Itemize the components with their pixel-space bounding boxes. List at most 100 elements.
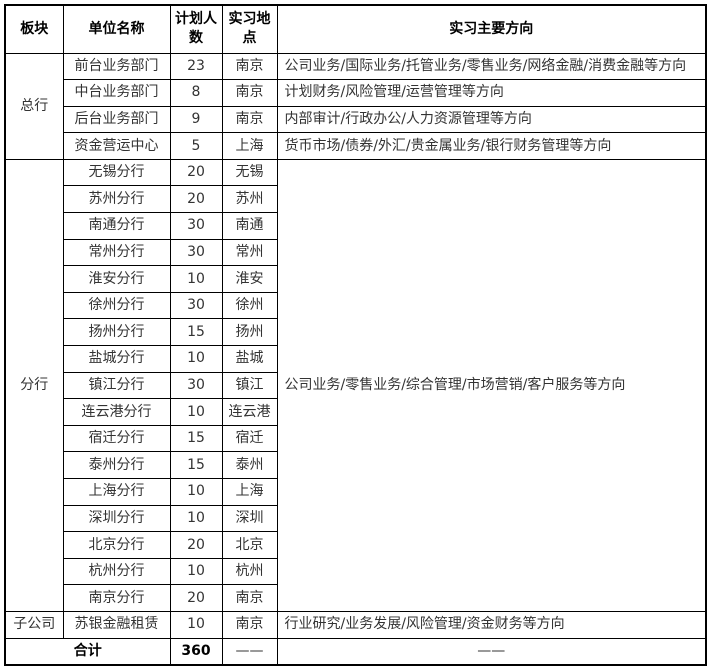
unit-cell: 徐州分行	[62, 291, 171, 320]
header-location: 实习地点	[221, 4, 278, 54]
unit-cell: 杭州分行	[62, 557, 171, 586]
count-cell: 5	[169, 132, 223, 160]
unit-cell: 镇江分行	[62, 371, 171, 400]
total-direction-cell: ——	[276, 637, 707, 666]
header-row: 板块 单位名称 计划人数 实习地点 实习主要方向	[4, 4, 707, 54]
unit-cell: 连云港分行	[62, 398, 171, 426]
table-row: 宿迁分行 15 宿迁	[5, 424, 706, 453]
count-cell: 10	[169, 398, 223, 426]
location-cell: 南京	[221, 79, 278, 107]
unit-cell: 常州分行	[62, 238, 171, 267]
unit-cell: 无锡分行	[62, 158, 171, 187]
count-cell: 10	[169, 478, 223, 506]
table-row: 盐城分行 10 盐城	[5, 345, 706, 373]
location-cell: 北京	[221, 531, 278, 559]
table-row: 杭州分行 10 杭州	[5, 557, 706, 586]
location-cell: 南京	[221, 105, 278, 134]
location-cell: 南京	[221, 610, 278, 639]
unit-cell: 深圳分行	[62, 504, 171, 533]
count-cell: 15	[169, 318, 223, 347]
table-row: 连云港分行 10 连云港	[5, 398, 706, 426]
unit-cell: 苏州分行	[62, 185, 171, 214]
location-cell: 苏州	[221, 185, 278, 214]
count-cell: 10	[169, 265, 223, 293]
count-cell: 20	[169, 158, 223, 187]
count-cell: 20	[169, 584, 223, 612]
table-row: 后台业务部门 9 南京 内部审计/行政办公/人力资源管理等方向	[5, 105, 707, 134]
total-location-cell: ——	[221, 637, 278, 666]
total-row: 合计 360 —— ——	[4, 637, 707, 666]
unit-cell: 前台业务部门	[62, 52, 171, 81]
location-cell: 无锡	[221, 158, 278, 187]
location-cell: 常州	[221, 238, 278, 267]
table-row: 苏州分行 20 苏州	[5, 185, 706, 214]
count-cell: 30	[169, 212, 223, 240]
location-cell: 泰州	[221, 451, 278, 479]
count-cell: 9	[169, 105, 223, 134]
unit-cell: 苏银金融租赁	[62, 610, 171, 639]
unit-cell: 上海分行	[62, 478, 171, 506]
count-cell: 10	[169, 504, 223, 533]
table-row: 南京分行 20 南京	[5, 584, 706, 612]
location-cell: 上海	[221, 478, 278, 506]
location-cell: 深圳	[221, 504, 278, 533]
table-row: 常州分行 30 常州	[5, 238, 706, 267]
table-row: 中台业务部门 8 南京 计划财务/风险管理/运营管理等方向	[5, 79, 707, 107]
internship-plan-table: 板块 单位名称 计划人数 实习地点 实习主要方向 总行 前台业务部门 23 南京…	[4, 4, 707, 666]
location-cell: 上海	[221, 132, 278, 160]
unit-cell: 扬州分行	[62, 318, 171, 347]
table-row: 子公司 苏银金融租赁 10 南京 行业研究/业务发展/风险管理/资金财务等方向	[4, 610, 707, 639]
location-cell: 扬州	[221, 318, 278, 347]
count-cell: 8	[169, 79, 223, 107]
count-cell: 10	[169, 345, 223, 373]
location-cell: 盐城	[221, 345, 278, 373]
location-cell: 南京	[221, 584, 278, 612]
direction-cell: 计划财务/风险管理/运营管理等方向	[276, 79, 707, 107]
count-cell: 10	[169, 557, 223, 586]
table-row: 镇江分行 30 镇江	[5, 371, 706, 400]
count-cell: 10	[169, 610, 223, 639]
direction-cell: 内部审计/行政办公/人力资源管理等方向	[276, 105, 707, 134]
total-count-cell: 360	[169, 637, 223, 666]
count-cell: 15	[169, 424, 223, 453]
count-cell: 30	[169, 238, 223, 267]
section-label-branches: 分行	[4, 158, 64, 612]
location-cell: 南通	[221, 212, 278, 240]
unit-cell: 淮安分行	[62, 265, 171, 293]
unit-cell: 北京分行	[62, 531, 171, 559]
unit-cell: 盐城分行	[62, 345, 171, 373]
count-cell: 15	[169, 451, 223, 479]
unit-cell: 泰州分行	[62, 451, 171, 479]
table-row: 扬州分行 15 扬州	[5, 318, 706, 347]
direction-cell: 公司业务/国际业务/托管业务/零售业务/网络金融/消费金融等方向	[276, 52, 707, 81]
unit-cell: 资金营运中心	[62, 132, 171, 160]
table-row: 徐州分行 30 徐州	[5, 291, 706, 320]
direction-cell-branches: 公司业务/零售业务/综合管理/市场营销/客户服务等方向	[276, 158, 707, 612]
section-label-head-office: 总行	[4, 52, 64, 160]
table-row: 南通分行 30 南通	[5, 212, 706, 240]
section-label-subsidiary: 子公司	[4, 610, 64, 639]
table-row: 分行 无锡分行 20 无锡 公司业务/零售业务/综合管理/市场营销/客户服务等方…	[4, 158, 707, 612]
unit-cell: 中台业务部门	[62, 79, 171, 107]
header-count: 计划人数	[169, 4, 223, 54]
table-row: 资金营运中心 5 上海 货币市场/债券/外汇/贵金属业务/银行财务管理等方向	[5, 132, 707, 160]
unit-cell: 后台业务部门	[62, 105, 171, 134]
table-row: 总行 前台业务部门 23 南京 公司业务/国际业务/托管业务/零售业务/网络金融…	[4, 52, 707, 160]
direction-cell: 行业研究/业务发展/风险管理/资金财务等方向	[276, 610, 707, 639]
location-cell: 徐州	[221, 291, 278, 320]
unit-cell: 南京分行	[62, 584, 171, 612]
count-cell: 20	[169, 531, 223, 559]
direction-cell: 货币市场/债券/外汇/贵金属业务/银行财务管理等方向	[276, 132, 707, 160]
count-cell: 20	[169, 185, 223, 214]
location-cell: 南京	[221, 52, 278, 81]
header-section: 板块	[4, 4, 64, 54]
location-cell: 杭州	[221, 557, 278, 586]
location-cell: 连云港	[221, 398, 278, 426]
count-cell: 30	[169, 371, 223, 400]
count-cell: 23	[169, 52, 223, 81]
header-direction: 实习主要方向	[276, 4, 707, 54]
table-row: 泰州分行 15 泰州	[5, 451, 706, 479]
total-label-cell: 合计	[4, 637, 171, 666]
unit-cell: 宿迁分行	[62, 424, 171, 453]
